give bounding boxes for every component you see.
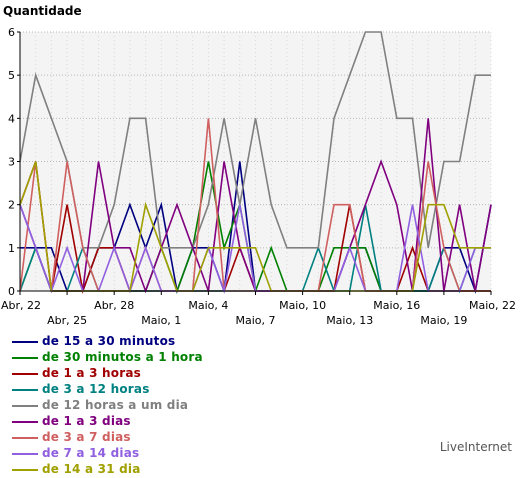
legend-swatch <box>12 357 38 359</box>
legend-swatch <box>12 389 38 391</box>
legend-swatch <box>12 453 38 455</box>
x-tick-label: Maio, 1 <box>141 314 181 327</box>
credit-text: LiveInternet <box>439 440 512 454</box>
x-tick-label: Maio, 19 <box>420 314 467 327</box>
legend-swatch <box>12 405 38 407</box>
y-tick-label: 2 <box>8 199 15 212</box>
y-tick-label: 5 <box>8 69 15 82</box>
x-tick-label: Maio, 7 <box>235 314 275 327</box>
legend-swatch <box>12 469 38 471</box>
legend-label: de 3 a 12 horas <box>42 382 150 396</box>
legend-label: de 15 a 30 minutos <box>42 334 176 348</box>
legend-swatch <box>12 373 38 375</box>
y-tick-label: 0 <box>8 285 15 298</box>
y-tick-label: 3 <box>8 156 15 169</box>
chart-title: Quantidade <box>3 4 82 18</box>
x-tick-label: Maio, 4 <box>188 299 228 312</box>
legend-swatch <box>12 341 38 343</box>
legend-swatch <box>12 421 38 423</box>
series-line <box>19 31 491 249</box>
legend-label: de 14 a 31 dia <box>42 462 141 476</box>
x-tick-label: Maio, 22 <box>469 299 516 312</box>
x-tick-label: Maio, 10 <box>279 299 326 312</box>
legend-label: de 1 a 3 dias <box>42 414 131 428</box>
legend-label: de 12 horas a um dia <box>42 398 189 412</box>
legend-label: de 3 a 7 dias <box>42 430 131 444</box>
y-tick-label: 6 <box>8 26 15 39</box>
x-tick-label: Maio, 13 <box>326 314 373 327</box>
x-tick-label: Abr, 22 <box>1 299 41 312</box>
x-tick-label: Maio, 16 <box>373 299 420 312</box>
x-tick-label: Abr, 28 <box>94 299 134 312</box>
chart: Quantidade 0 1 2 3 4 5 6 Abr, 22 Abr, 25 Abr, 28… <box>1 4 516 327</box>
y-tick-label: 4 <box>8 112 15 125</box>
legend-label: de 30 minutos a 1 hora <box>42 350 203 364</box>
x-tick-label: Abr, 25 <box>47 314 87 327</box>
legend-label: de 7 a 14 dias <box>42 446 140 460</box>
legend-label: de 1 a 3 horas <box>42 366 141 380</box>
legend-swatch <box>12 437 38 439</box>
y-tick-label: 1 <box>8 242 15 255</box>
